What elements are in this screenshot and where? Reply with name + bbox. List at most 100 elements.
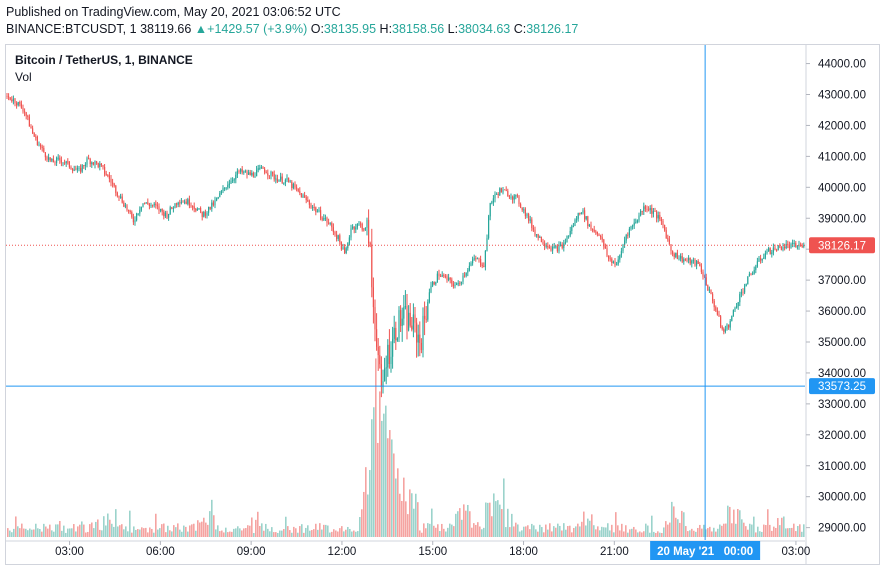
volume-bar bbox=[585, 525, 587, 537]
price-tick-label: 40000.00 bbox=[818, 182, 866, 194]
volume-bar bbox=[367, 494, 369, 537]
candle-body bbox=[796, 246, 798, 248]
volume-bar bbox=[455, 513, 457, 537]
volume-bar bbox=[741, 519, 743, 537]
volume-bar bbox=[133, 526, 135, 537]
candle-body bbox=[472, 259, 474, 264]
candle-body bbox=[404, 306, 406, 308]
time-axis[interactable]: 03:00 06:00 09:00 12:00 15:00 18:00 21:00 03:00… bbox=[6, 540, 810, 560]
candle-body bbox=[652, 211, 654, 214]
candle-body bbox=[64, 162, 66, 164]
volume-bar bbox=[343, 531, 345, 537]
candle-body bbox=[457, 283, 459, 285]
volume-bar bbox=[71, 528, 73, 537]
candle-body bbox=[339, 235, 341, 243]
candle-body bbox=[360, 223, 362, 225]
candle-body bbox=[481, 264, 483, 267]
candle-body bbox=[73, 169, 75, 171]
volume-bar bbox=[497, 500, 499, 537]
candle-body bbox=[448, 277, 450, 281]
candle-body bbox=[6, 96, 8, 97]
candle-body bbox=[694, 259, 696, 266]
volume-bar bbox=[229, 531, 231, 537]
volume-bar bbox=[187, 531, 189, 537]
volume-bar bbox=[595, 529, 597, 537]
volume-bar bbox=[233, 528, 235, 537]
candle-body bbox=[227, 184, 229, 188]
candle-body bbox=[300, 192, 302, 198]
candle-body bbox=[243, 171, 245, 173]
volume-bar bbox=[115, 509, 117, 537]
candle-body bbox=[291, 181, 293, 189]
candle-body bbox=[112, 182, 114, 184]
candle-body bbox=[225, 187, 227, 189]
candle-body bbox=[792, 243, 794, 244]
volume-bar bbox=[573, 527, 575, 537]
volume-bar bbox=[29, 528, 31, 537]
volume-bar bbox=[731, 523, 733, 537]
candle-body bbox=[510, 196, 512, 198]
candle-body bbox=[729, 320, 731, 328]
candle-body bbox=[49, 157, 51, 161]
volume-bar bbox=[419, 530, 421, 537]
volume-bar bbox=[759, 531, 761, 537]
volume-bar bbox=[179, 529, 181, 537]
candle-body bbox=[499, 188, 501, 195]
candle-body bbox=[233, 179, 235, 181]
volume-bar bbox=[693, 530, 695, 537]
candle-body bbox=[212, 202, 214, 206]
candle-body bbox=[320, 210, 322, 219]
candle-body bbox=[529, 219, 531, 221]
candle-body bbox=[622, 245, 624, 252]
volume-bar bbox=[199, 522, 201, 537]
candle-body bbox=[516, 195, 518, 197]
volume-bar bbox=[217, 525, 219, 537]
candle-body bbox=[91, 162, 93, 165]
candle-body bbox=[259, 168, 261, 170]
price-tick-label: 37000.00 bbox=[818, 275, 866, 287]
volume-bar bbox=[593, 525, 595, 537]
candle-body bbox=[609, 258, 611, 260]
volume-bar bbox=[291, 532, 293, 537]
volume-bar bbox=[281, 530, 283, 537]
candle-body bbox=[396, 338, 398, 341]
volume-bar bbox=[337, 531, 339, 537]
volume-bar bbox=[691, 528, 693, 537]
candle-body bbox=[252, 172, 254, 177]
candle-body bbox=[145, 202, 147, 204]
volume-bar bbox=[477, 522, 479, 537]
volume-bar bbox=[425, 528, 427, 537]
candle-body bbox=[494, 194, 496, 199]
volume-bar bbox=[351, 531, 353, 537]
volume-bar bbox=[313, 529, 315, 537]
candle-body bbox=[768, 248, 770, 252]
candle-body bbox=[803, 245, 805, 247]
symbol-info-line: BINANCE:BTCUSDT, 1 38119.66 ▲+1429.57 (+… bbox=[6, 22, 578, 36]
volume-bar bbox=[113, 526, 115, 537]
candle-body bbox=[110, 178, 112, 183]
candle-body bbox=[606, 248, 608, 256]
candle-body bbox=[657, 215, 659, 219]
volume-bar bbox=[417, 502, 419, 537]
volume-bar bbox=[55, 524, 57, 537]
volume-bar bbox=[57, 524, 59, 537]
candle-body bbox=[545, 245, 547, 247]
volume-bar bbox=[371, 419, 373, 537]
volume-bar bbox=[63, 525, 65, 537]
candle-body bbox=[356, 224, 358, 228]
candle-body bbox=[169, 207, 171, 214]
candle-body bbox=[318, 210, 320, 212]
volume-bar bbox=[715, 531, 717, 537]
candle-body bbox=[174, 203, 176, 209]
candle-body bbox=[641, 211, 643, 212]
volume-bar bbox=[259, 525, 261, 537]
volume-bar bbox=[663, 527, 665, 537]
volume-bar bbox=[365, 467, 367, 537]
candle-body bbox=[417, 334, 419, 343]
candle-body bbox=[8, 96, 10, 98]
candle-body bbox=[342, 247, 344, 250]
price-axis[interactable]: 44000.00 43000.00 42000.00 41000.00 40000.00… bbox=[805, 45, 875, 565]
candle-body bbox=[363, 229, 365, 231]
candle-body bbox=[582, 210, 584, 213]
